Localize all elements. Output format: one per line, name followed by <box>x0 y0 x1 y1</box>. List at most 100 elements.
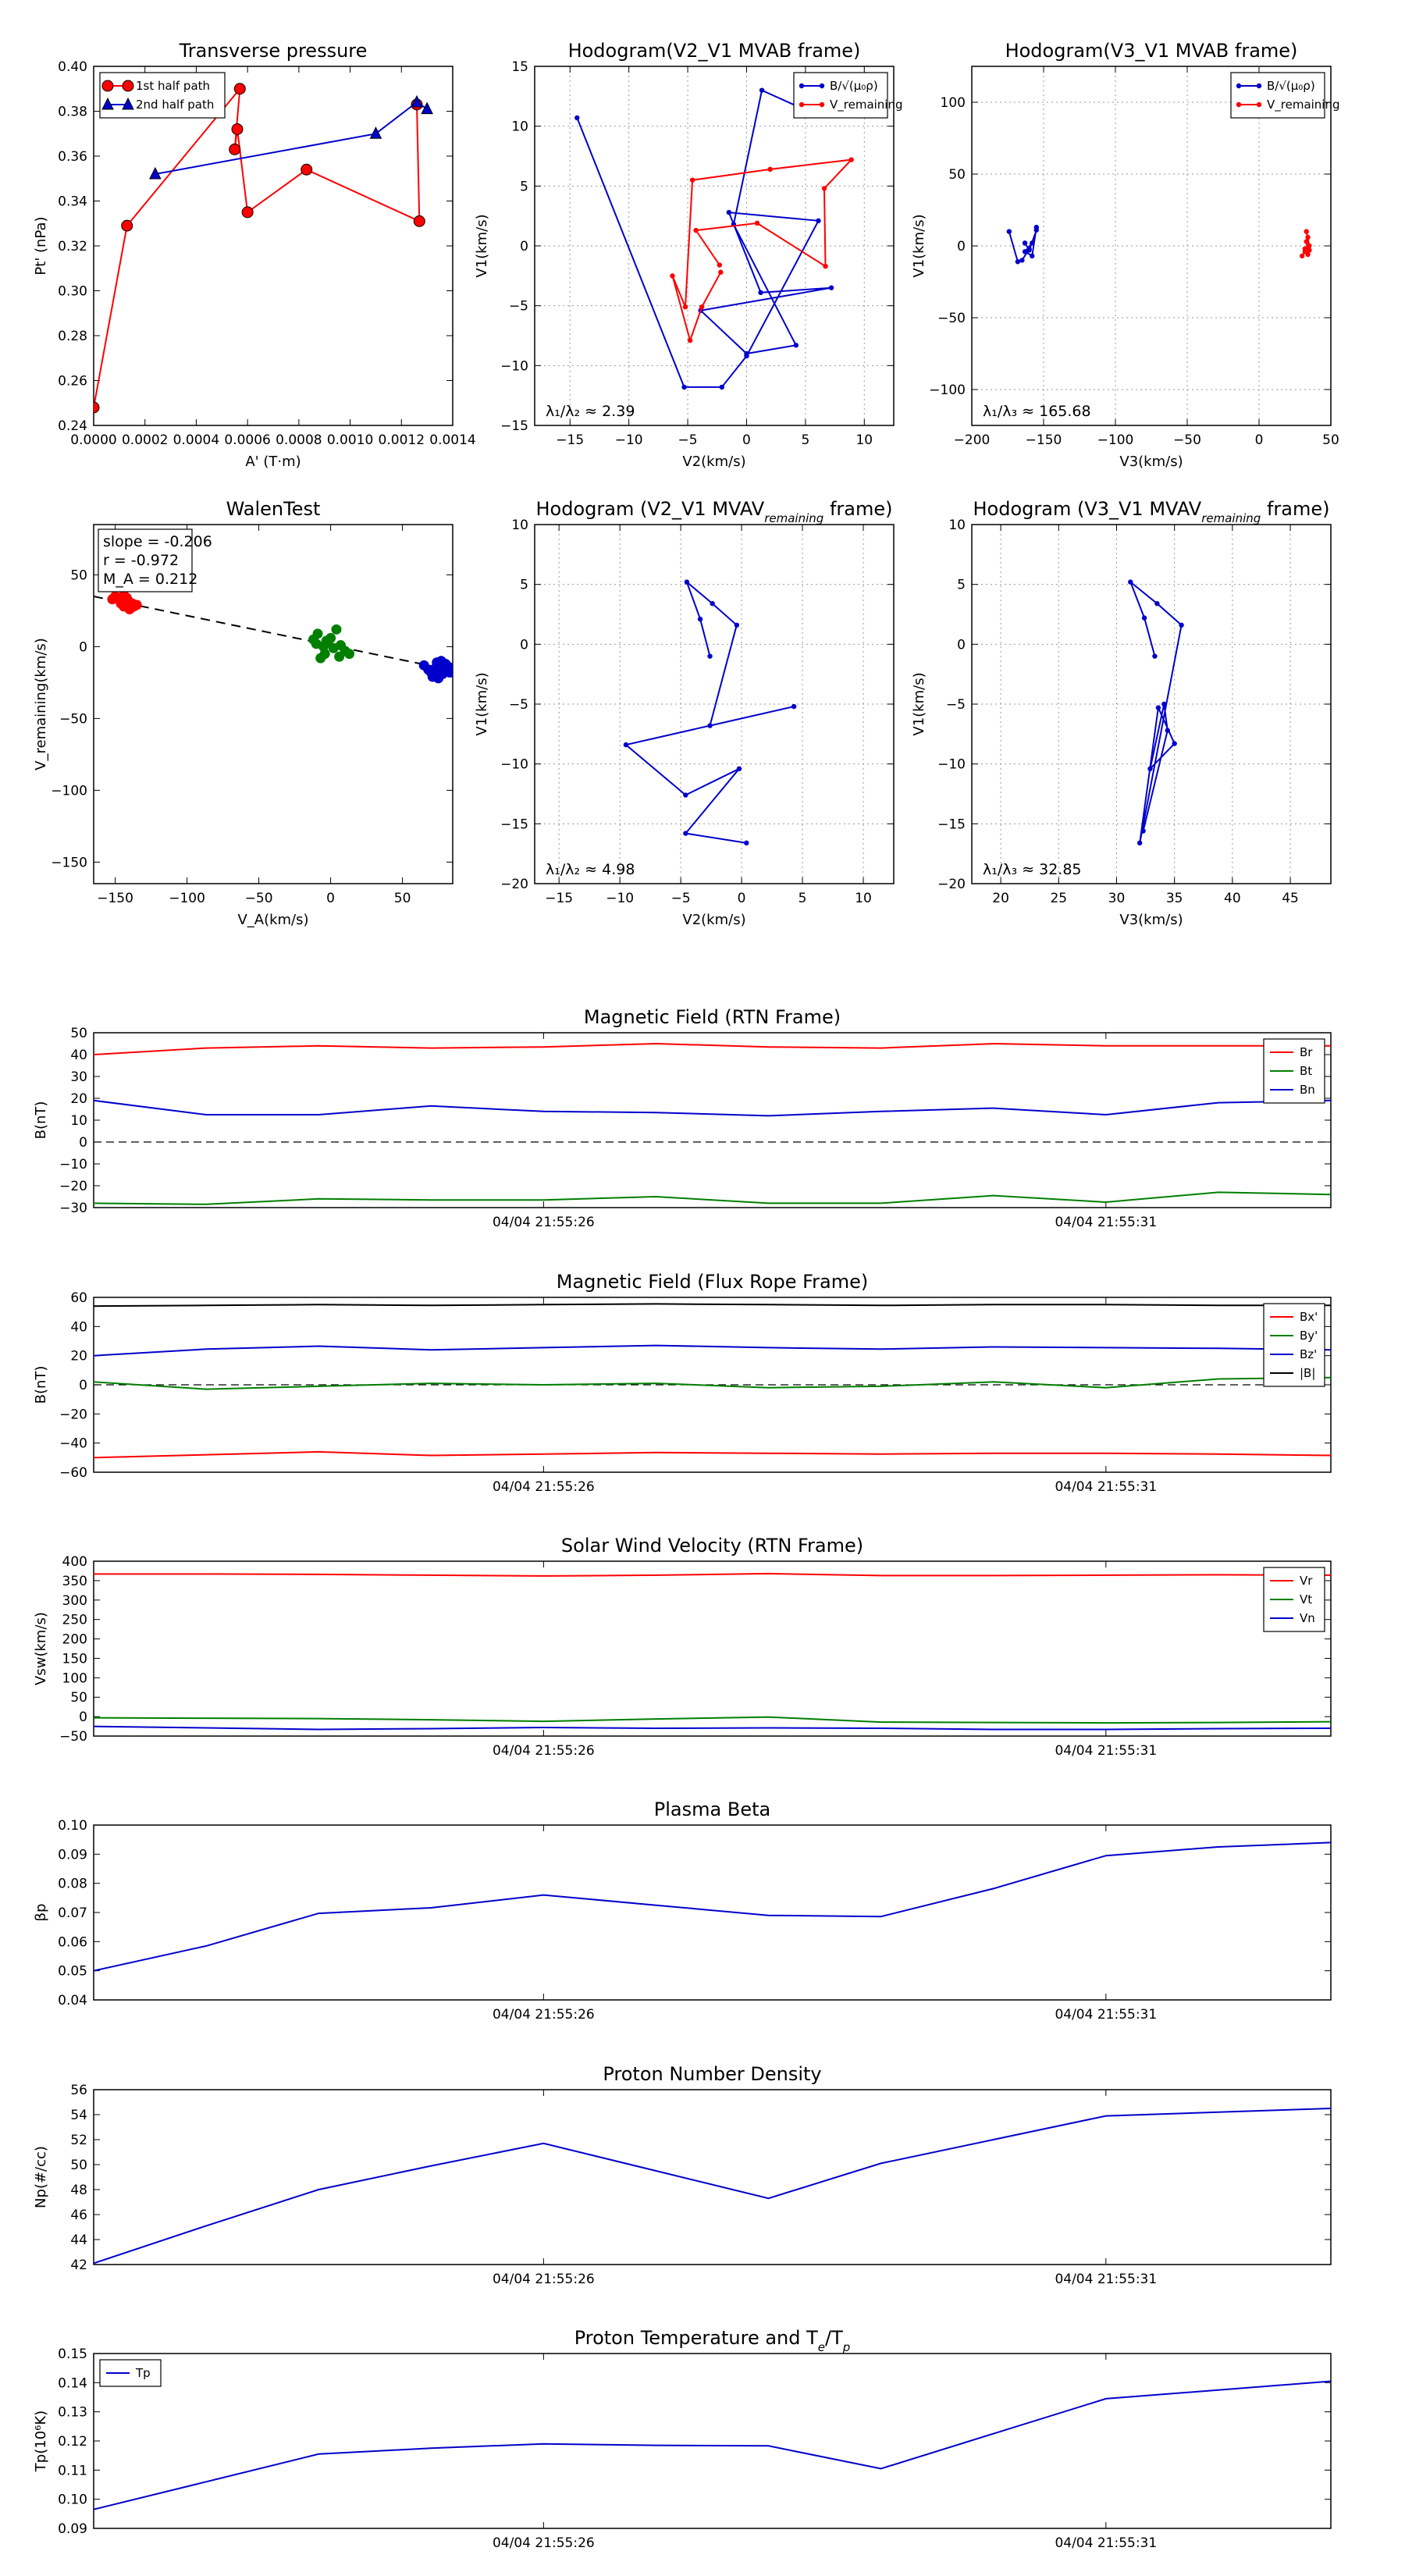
title-text: frame) <box>823 498 892 520</box>
legend-marker <box>1236 83 1242 89</box>
data-point <box>94 401 100 414</box>
legend-box <box>99 72 226 119</box>
data-point <box>1030 240 1035 246</box>
y-tick-label: −30 <box>59 1201 87 1216</box>
y-tick-label: −40 <box>59 1436 87 1452</box>
legend: Vr Vt Vn <box>1263 1567 1325 1632</box>
legend-marker <box>1256 101 1262 108</box>
data-point <box>683 792 688 798</box>
series-line-v <box>624 579 795 844</box>
plot-area <box>94 83 433 414</box>
plot-frame <box>93 1560 1332 1737</box>
y-axis-label: B(nT) <box>33 1101 49 1140</box>
y-axis-label: B(nT) <box>33 1366 49 1404</box>
y-tick-label: −20 <box>59 1179 87 1194</box>
chart-transverse-pressure: 0.0000 0.0002 0.0004 0.0006 0.0008 0.0010 0.00… <box>33 40 476 470</box>
legend: B/√(μ₀ρ) V_remaining <box>793 72 903 119</box>
y-tick-label: 100 <box>941 95 966 111</box>
y-tick-label: 0.04 <box>58 1993 87 2008</box>
x-axis-label: V_A(km/s) <box>237 912 308 928</box>
x-tick-label: 0.0012 <box>379 432 425 448</box>
x-tick-label: −50 <box>1173 432 1201 448</box>
series-line-beta <box>94 1841 1331 1972</box>
data-point <box>758 290 763 295</box>
plot-area <box>94 1841 1331 1972</box>
eigen-ratio-annotation: λ₁/λ₃ ≈ 32.85 <box>983 861 1082 878</box>
y-tick-label: 10 <box>70 1113 87 1129</box>
y-tick-label: 100 <box>62 1670 87 1686</box>
data-point <box>793 343 799 348</box>
x-tick-label: 40 <box>1224 891 1241 906</box>
y-tick-label: 0.06 <box>58 1934 87 1950</box>
x-tick-label: 0 <box>326 891 335 906</box>
y-tick-label: 54 <box>70 2108 87 2123</box>
legend-marker <box>1236 101 1242 108</box>
data-point <box>707 723 713 728</box>
y-tick-label: 0.14 <box>58 2375 87 2391</box>
y-tick-label: 5 <box>520 578 528 593</box>
y-tick-label: 0.36 <box>58 149 87 165</box>
y-tick-label: 0.10 <box>58 2492 87 2508</box>
x-tick-label: 20 <box>992 891 1009 906</box>
y-axis-label: V1(km/s) <box>474 214 490 277</box>
x-tick-label: 04/04 21:55:26 <box>493 1479 595 1495</box>
x-tick-label: 04/04 21:55:31 <box>1055 1743 1157 1759</box>
x-tick-label: 0.0002 <box>122 432 168 448</box>
x-tick-label: 10 <box>855 891 872 906</box>
legend-label: Tp <box>135 2366 151 2380</box>
series-line-b- <box>576 89 832 388</box>
chart-hodogram-v3v1-mvav: 20 25 30 35 40 45 −20 −15 −10 −5 0 5 10 Hodogram (V3_… <box>911 498 1332 928</box>
stats-line: slope = -0.206 <box>103 533 212 550</box>
chart-title: Hodogram(V2_V1 MVAB frame) <box>568 40 861 62</box>
y-tick-label: 10 <box>948 518 966 533</box>
data-point <box>681 384 687 390</box>
legend: B/√(μ₀ρ) V_remaining <box>1230 72 1340 119</box>
legend-marker <box>122 80 134 92</box>
y-tick-label: 52 <box>70 2133 87 2148</box>
chart-hodogram-v2v1-mvav: −15 −10 −5 0 5 10 −20 −15 −10 −5 0 5 10 Hodogram (V2_… <box>474 498 895 928</box>
data-point <box>1179 622 1184 628</box>
y-tick-label: −10 <box>500 358 528 374</box>
y-tick-label: 0 <box>79 1710 87 1725</box>
title-subscript: p <box>842 2340 851 2354</box>
plot-area <box>94 2108 1331 2265</box>
x-tick-label: 04/04 21:55:31 <box>1055 2535 1157 2551</box>
stats-line: M_A = 0.212 <box>103 571 197 588</box>
series-line-vn <box>94 1725 1331 1731</box>
data-point <box>707 653 713 659</box>
legend-label: Bt <box>1300 1064 1312 1078</box>
x-tick-label: 50 <box>1322 432 1339 448</box>
y-axis-label: βp <box>33 1904 49 1922</box>
data-point <box>816 218 821 223</box>
data-point <box>444 667 453 678</box>
data-point <box>823 263 828 269</box>
series-line-bx- <box>94 1450 1331 1459</box>
x-tick-label: 0.0008 <box>276 432 322 448</box>
x-tick-label: 04/04 21:55:26 <box>493 1215 595 1230</box>
x-tick-label: 0 <box>742 432 751 448</box>
legend-box <box>1230 72 1325 119</box>
data-point <box>684 579 690 585</box>
chart-magnetic-field-rtn: 04/04 21:55:26 04/04 21:55:31 −30 −20 −10 0 10… <box>33 1006 1332 1230</box>
legend-label: Vt <box>1300 1592 1312 1606</box>
y-tick-label: −60 <box>59 1465 87 1481</box>
data-point <box>301 163 313 176</box>
y-axis-label: Np(#/cc) <box>33 2146 49 2208</box>
y-axis-label: V1(km/s) <box>911 214 927 277</box>
data-point <box>1026 247 1032 253</box>
chart-magnetic-field-flux-rope: 04/04 21:55:26 04/04 21:55:31 −60 −40 −20 0 20… <box>33 1271 1332 1495</box>
y-tick-label: 50 <box>70 2158 87 2173</box>
x-tick-label: 0.0010 <box>327 432 373 448</box>
x-axis-label: V3(km/s) <box>1119 912 1183 928</box>
x-axis-label: V2(km/s) <box>682 912 745 928</box>
data-point <box>413 215 425 227</box>
title-text: Hodogram (V3_V1 MVAV <box>973 498 1202 520</box>
x-tick-label: 0 <box>738 891 746 906</box>
y-tick-label: 0.34 <box>58 194 87 210</box>
x-axis-label: V3(km/s) <box>1119 454 1183 470</box>
data-point <box>436 656 446 667</box>
y-tick-label: −5 <box>946 697 966 713</box>
data-point <box>421 101 433 115</box>
x-tick-label: 45 <box>1282 891 1299 906</box>
